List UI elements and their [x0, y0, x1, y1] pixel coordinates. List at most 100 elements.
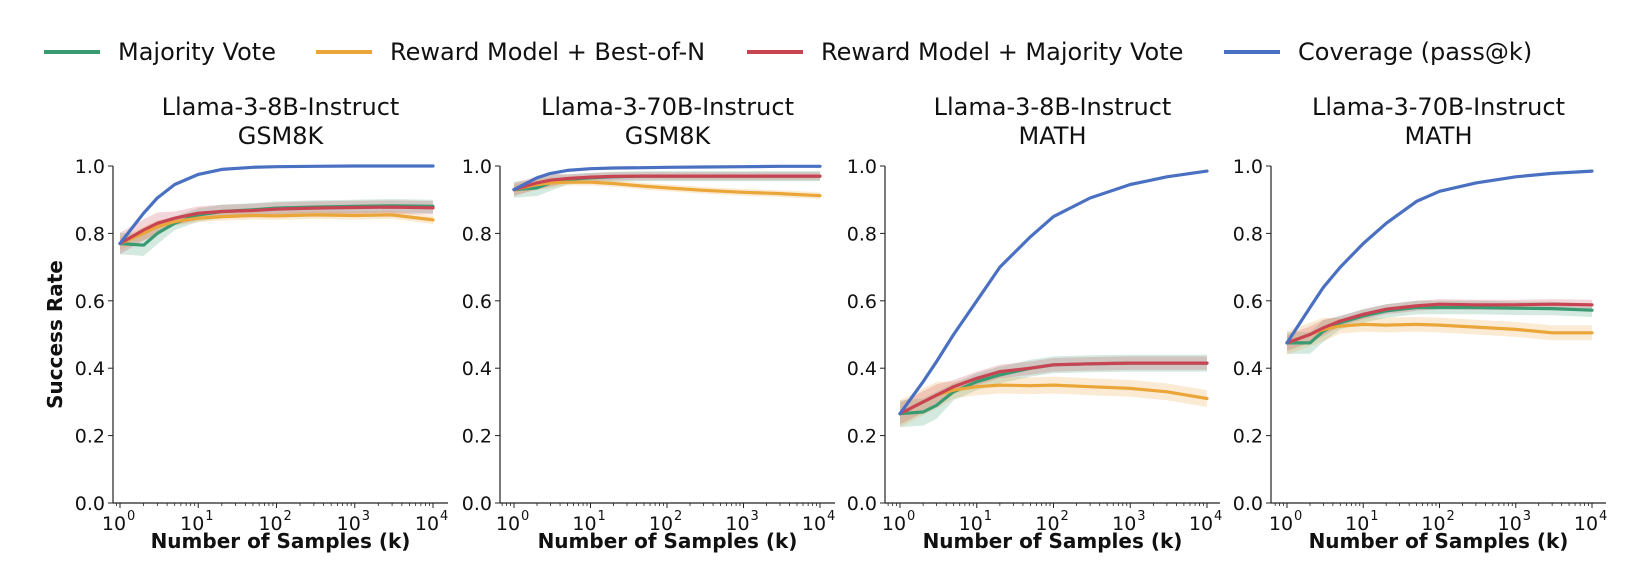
- y-tick-label: 1.0: [847, 156, 877, 178]
- series-line-majority-vote: [1285, 305, 1594, 345]
- legend: Majority Vote Reward Model + Best-of-N R…: [0, 38, 1652, 78]
- x-tick-exponent: 1: [205, 509, 213, 524]
- x-tick-label: 10: [802, 513, 826, 535]
- x-axis-label: Number of Samples (k): [151, 529, 411, 553]
- series-band-2: [1287, 299, 1592, 351]
- x-tick-label: 10: [1035, 513, 1059, 535]
- x-tick-label: 10: [572, 513, 596, 535]
- y-tick-label: 0.4: [1233, 358, 1263, 380]
- series-line-coverage-pass-k-: [1285, 169, 1594, 345]
- series-line-coverage-pass-k-: [512, 164, 822, 192]
- x-tick-exponent: 2: [284, 509, 292, 524]
- y-tick-label: 0.4: [462, 358, 492, 380]
- panel-title-line: GSM8K: [238, 122, 325, 150]
- x-tick-label: 10: [1498, 513, 1522, 535]
- x-tick-label: 10: [882, 513, 906, 535]
- y-tick-label: 0.6: [847, 291, 877, 313]
- y-tick-label: 1.0: [75, 156, 105, 178]
- x-tick-exponent: 2: [1447, 509, 1455, 524]
- series-line-reward-model-majority-vote: [512, 174, 822, 192]
- legend-item-majority-vote: Majority Vote: [44, 38, 276, 66]
- legend-label: Coverage (pass@k): [1298, 38, 1533, 66]
- y-tick-label: 0.6: [75, 291, 105, 313]
- x-tick-exponent: 3: [362, 509, 370, 524]
- y-tick-label: 0.8: [1233, 223, 1263, 245]
- x-tick-label: 10: [1269, 513, 1293, 535]
- x-tick-label: 10: [496, 513, 520, 535]
- y-tick-label: 0.6: [1233, 291, 1263, 313]
- legend-swatch: [1224, 50, 1280, 54]
- legend-item-rm-best-of-n: Reward Model + Best-of-N: [316, 38, 705, 66]
- series-line-coverage-pass-k-: [898, 169, 1209, 416]
- series-line-coverage-pass-k-: [118, 164, 435, 246]
- x-tick-exponent: 1: [598, 509, 606, 524]
- series-band-1: [1287, 317, 1592, 355]
- x-tick-exponent: 3: [1523, 509, 1531, 524]
- legend-swatch: [316, 50, 372, 54]
- x-tick-exponent: 3: [1137, 509, 1145, 524]
- panel-title-line: MATH: [1019, 122, 1087, 150]
- panel-title-line: Llama-3-70B-Instruct: [541, 93, 794, 121]
- x-tick-exponent: 3: [751, 509, 759, 524]
- x-tick-label: 10: [337, 513, 361, 535]
- y-tick-label: 0.0: [1233, 493, 1263, 515]
- legend-swatch: [44, 50, 100, 54]
- y-tick-label: 0.2: [1233, 426, 1263, 448]
- x-tick-exponent: 0: [1294, 509, 1302, 524]
- y-tick-label: 0.2: [847, 426, 877, 448]
- x-tick-label: 10: [415, 513, 439, 535]
- x-tick-label: 10: [1421, 513, 1445, 535]
- x-tick-exponent: 0: [521, 509, 529, 524]
- x-axis-label: Number of Samples (k): [923, 529, 1183, 553]
- x-axis-label: Number of Samples (k): [1309, 529, 1569, 553]
- y-tick-label: 0.0: [75, 493, 105, 515]
- y-axis-label: Success Rate: [43, 260, 67, 409]
- x-tick-label: 10: [725, 513, 749, 535]
- y-tick-label: 0.4: [847, 358, 877, 380]
- legend-label: Reward Model + Best-of-N: [390, 38, 706, 66]
- legend-swatch: [747, 50, 803, 54]
- x-tick-exponent: 0: [127, 509, 135, 524]
- y-tick-label: 0.8: [847, 223, 877, 245]
- y-tick-label: 0.0: [462, 493, 492, 515]
- x-tick-exponent: 1: [1370, 509, 1378, 524]
- x-tick-exponent: 4: [1599, 509, 1607, 524]
- panel-title-line: MATH: [1405, 122, 1473, 150]
- panel-title-line: Llama-3-8B-Instruct: [162, 93, 400, 121]
- y-tick-label: 0.2: [75, 426, 105, 448]
- x-tick-exponent: 2: [674, 509, 682, 524]
- x-tick-exponent: 4: [440, 509, 448, 524]
- y-tick-label: 0.8: [75, 223, 105, 245]
- y-tick-label: 1.0: [1233, 156, 1263, 178]
- panel-title-line: Llama-3-8B-Instruct: [934, 93, 1172, 121]
- series-line-reward-model-best-of-n: [118, 213, 435, 246]
- series-line-reward-model-majority-vote: [1285, 302, 1594, 345]
- x-tick-exponent: 1: [984, 509, 992, 524]
- y-tick-label: 0.8: [462, 223, 492, 245]
- x-tick-exponent: 4: [1214, 509, 1222, 524]
- x-tick-label: 10: [1112, 513, 1136, 535]
- legend-item-rm-majority-vote: Reward Model + Majority Vote: [747, 38, 1183, 66]
- series-band-2: [900, 356, 1207, 425]
- x-tick-label: 10: [1574, 513, 1598, 535]
- x-tick-exponent: 0: [907, 509, 915, 524]
- x-tick-label: 10: [258, 513, 282, 535]
- legend-item-coverage: Coverage (pass@k): [1224, 38, 1532, 66]
- y-tick-label: 0.4: [75, 358, 105, 380]
- y-tick-label: 0.6: [462, 291, 492, 313]
- legend-label: Majority Vote: [118, 38, 276, 66]
- legend-label: Reward Model + Majority Vote: [821, 38, 1184, 66]
- x-tick-exponent: 4: [827, 509, 835, 524]
- x-axis-label: Number of Samples (k): [538, 529, 798, 553]
- x-tick-label: 10: [180, 513, 204, 535]
- x-tick-label: 10: [102, 513, 126, 535]
- x-tick-label: 10: [649, 513, 673, 535]
- y-tick-label: 0.0: [847, 493, 877, 515]
- series-band-1: [120, 210, 433, 250]
- panel-title-line: GSM8K: [625, 122, 712, 150]
- x-tick-label: 10: [1345, 513, 1369, 535]
